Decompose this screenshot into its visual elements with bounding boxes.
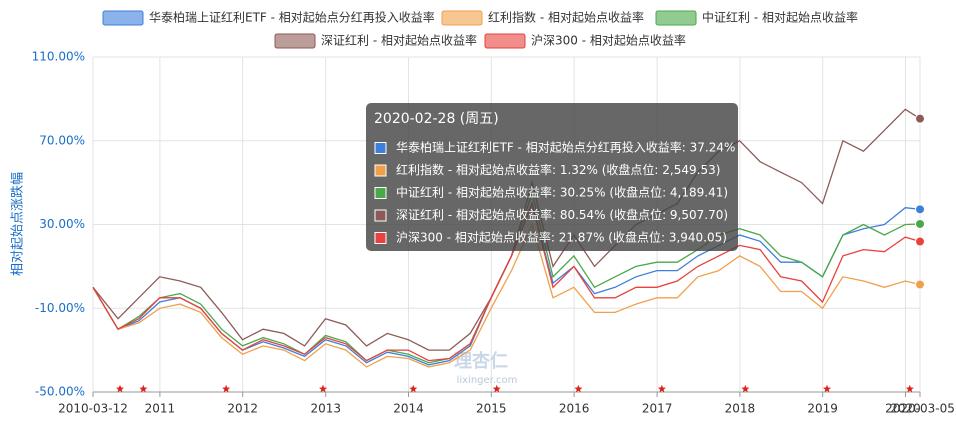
tooltip-item: 红利指数 - 相对起始点收益率: 1.32% (收盘点位: 2,549.53) [396, 162, 720, 177]
end-point [915, 204, 925, 215]
x-tick-label: 2013 [310, 402, 341, 416]
x-tick-label: 2020 [890, 402, 921, 416]
legend-swatch [655, 10, 697, 26]
y-axis-title: 相对起始点涨跌幅 [10, 172, 26, 276]
end-point [915, 236, 925, 247]
x-tick-label: 2019 [807, 402, 838, 416]
tooltip-item: 深证红利 - 相对起始点收益率: 80.54% (收盘点位: 9,507.70) [396, 207, 728, 222]
series-line [92, 201, 921, 362]
tooltip-swatch [374, 187, 387, 199]
tooltip-swatch [374, 164, 387, 177]
event-marker [116, 384, 124, 393]
tooltip-swatch [374, 232, 387, 244]
tooltip-box [366, 103, 738, 251]
event-marker [409, 384, 418, 393]
y-tick-label: -10.00% [35, 301, 85, 315]
event-marker [657, 384, 666, 393]
x-tick-label: 2017 [642, 402, 673, 416]
legend-label: 华泰柏瑞上证红利ETF - 相对起始点分红再投入收益率 [149, 10, 435, 25]
series-line [92, 222, 921, 368]
legend-swatch [441, 10, 483, 26]
event-marker [741, 384, 750, 393]
legend-swatch [484, 33, 526, 49]
end-point [915, 218, 925, 229]
legend-label: 深证红利 - 相对起始点收益率 [321, 33, 477, 48]
legend-label: 沪深300 - 相对起始点收益率 [531, 33, 686, 48]
x-tick-label: 2016 [559, 402, 590, 416]
event-marker [139, 384, 148, 393]
x-tick-label: 2010-03-12 [58, 402, 128, 416]
end-point [915, 279, 925, 290]
x-tick-label: 2014 [393, 402, 424, 416]
x-tick-label: 2011 [145, 402, 176, 416]
event-marker [319, 384, 327, 393]
legend-swatch [274, 33, 316, 49]
x-tick-label: 2012 [227, 402, 258, 416]
y-tick-label: 30.00% [39, 217, 85, 231]
event-marker [823, 384, 831, 393]
event-marker [905, 384, 914, 393]
end-point [915, 113, 925, 124]
y-tick-label: 110.00% [32, 50, 85, 64]
legend-label: 红利指数 - 相对起始点收益率 [488, 10, 644, 25]
legend-swatch [102, 10, 144, 26]
x-tick-label: 2015 [476, 402, 507, 416]
tooltip-item: 沪深300 - 相对起始点收益率: 21.87% (收盘点位: 3,940.05… [396, 230, 727, 245]
legend-label: 中证红利 - 相对起始点收益率 [702, 10, 858, 25]
tooltip-item: 华泰柏瑞上证红利ETF - 相对起始点分红再投入收益率: 37.24% [396, 140, 735, 155]
y-tick-label: -50.00% [35, 385, 85, 399]
watermark: 理杏仁 [454, 350, 508, 372]
event-marker [222, 384, 231, 393]
event-marker [574, 384, 583, 393]
tooltip-item: 中证红利 - 相对起始点收益率: 30.25% (收盘点位: 4,189.41) [396, 185, 728, 200]
tooltip-swatch [374, 142, 387, 154]
tooltip-swatch [374, 209, 387, 222]
x-tick-label: 2020-03-05 [885, 402, 955, 416]
y-tick-label: 70.00% [39, 133, 85, 147]
event-marker [492, 384, 501, 393]
tooltip-title: 2020-02-28 (周五) [374, 111, 499, 127]
watermark: lixinger.com [457, 375, 518, 386]
x-tick-label: 2018 [725, 402, 756, 416]
